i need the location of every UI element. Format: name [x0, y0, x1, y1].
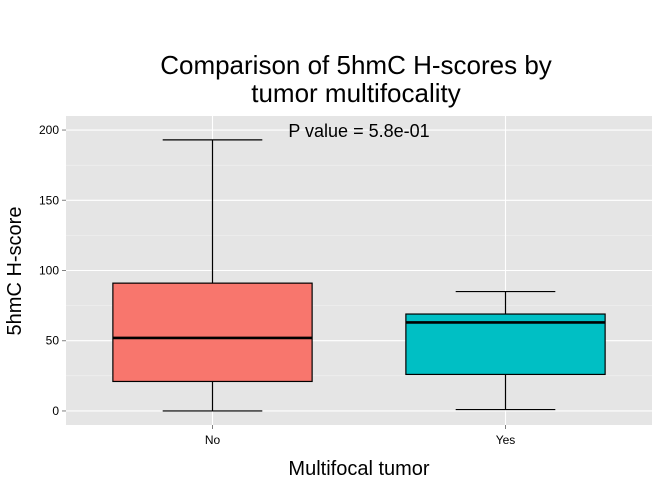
x-axis: No Yes: [205, 425, 515, 447]
y-axis-title: 5hmC H-score: [4, 207, 26, 336]
y-tick-label: 0: [52, 404, 59, 418]
box-yes: [405, 290, 606, 411]
x-tick-label: No: [205, 433, 221, 447]
x-axis-title: Multifocal tumor: [288, 458, 429, 480]
boxes: [112, 139, 606, 412]
box-no: [112, 139, 313, 412]
p-value-annotation: P value = 5.8e-01: [288, 121, 429, 141]
iqr-box: [405, 313, 606, 376]
chart-title-line-1: Comparison of 5hmC H-scores by: [160, 50, 552, 80]
chart-title-line-2: tumor multifocality: [251, 78, 461, 108]
iqr-box: [112, 282, 313, 383]
y-tick-label: 200: [39, 123, 59, 137]
y-tick-label: 100: [39, 264, 59, 278]
y-axis: 0 50 100 150 200: [39, 123, 66, 418]
y-tick-label: 150: [39, 193, 59, 207]
y-tick-label: 50: [46, 334, 60, 348]
x-tick-label: Yes: [496, 433, 516, 447]
